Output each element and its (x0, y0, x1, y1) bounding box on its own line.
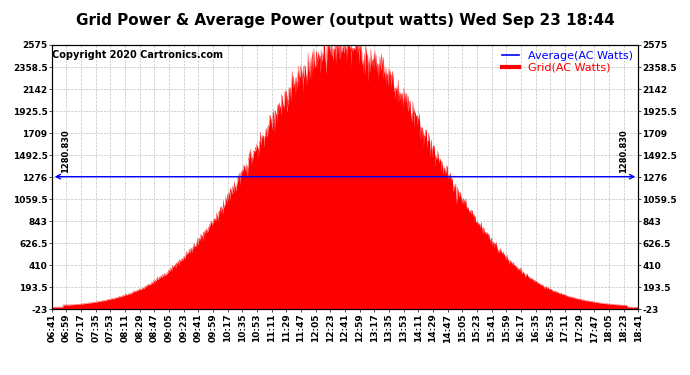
Text: 1280.830: 1280.830 (61, 129, 70, 173)
Text: Copyright 2020 Cartronics.com: Copyright 2020 Cartronics.com (52, 50, 224, 60)
Legend: Average(AC Watts), Grid(AC Watts): Average(AC Watts), Grid(AC Watts) (502, 51, 633, 73)
Text: Grid Power & Average Power (output watts) Wed Sep 23 18:44: Grid Power & Average Power (output watts… (76, 13, 614, 28)
Text: 1280.830: 1280.830 (620, 129, 629, 173)
